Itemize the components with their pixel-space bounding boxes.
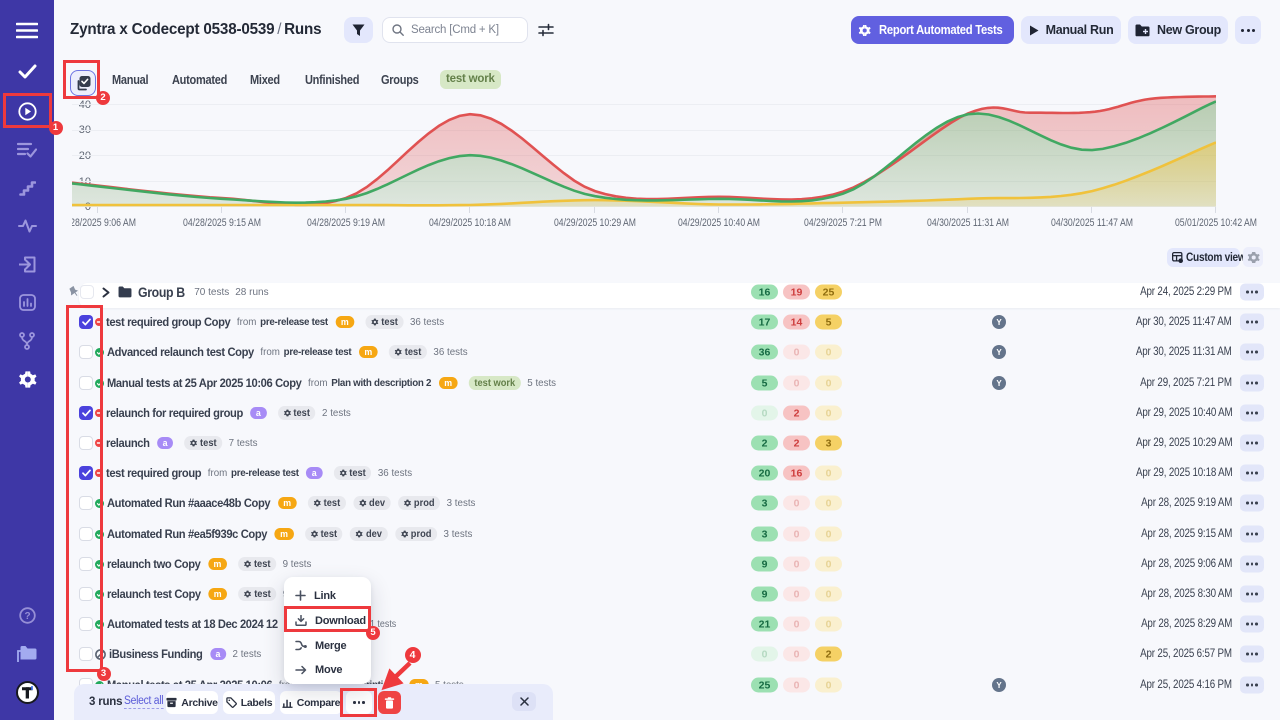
svg-text:04/29/2025 10:40 AM: 04/29/2025 10:40 AM [678,217,760,229]
svg-text:04/29/2025 10:18 AM: 04/29/2025 10:18 AM [429,217,511,229]
svg-text:04/28/2025 9:15 AM: 04/28/2025 9:15 AM [183,217,261,229]
svg-text:04/30/2025 11:47 AM: 04/30/2025 11:47 AM [1051,217,1133,229]
svg-text:04/30/2025 11:31 AM: 04/30/2025 11:31 AM [927,217,1009,229]
svg-text:04/28/2025 9:19 AM: 04/28/2025 9:19 AM [307,217,385,229]
svg-text:04/28/2025 9:06 AM: 04/28/2025 9:06 AM [72,217,136,229]
svg-text:04/29/2025 7:21 PM: 04/29/2025 7:21 PM [804,217,882,229]
svg-text:?: ? [24,611,30,622]
svg-text:05/01/2025 10:42 AM: 05/01/2025 10:42 AM [1175,217,1257,229]
svg-text:04/29/2025 10:29 AM: 04/29/2025 10:29 AM [554,217,636,229]
